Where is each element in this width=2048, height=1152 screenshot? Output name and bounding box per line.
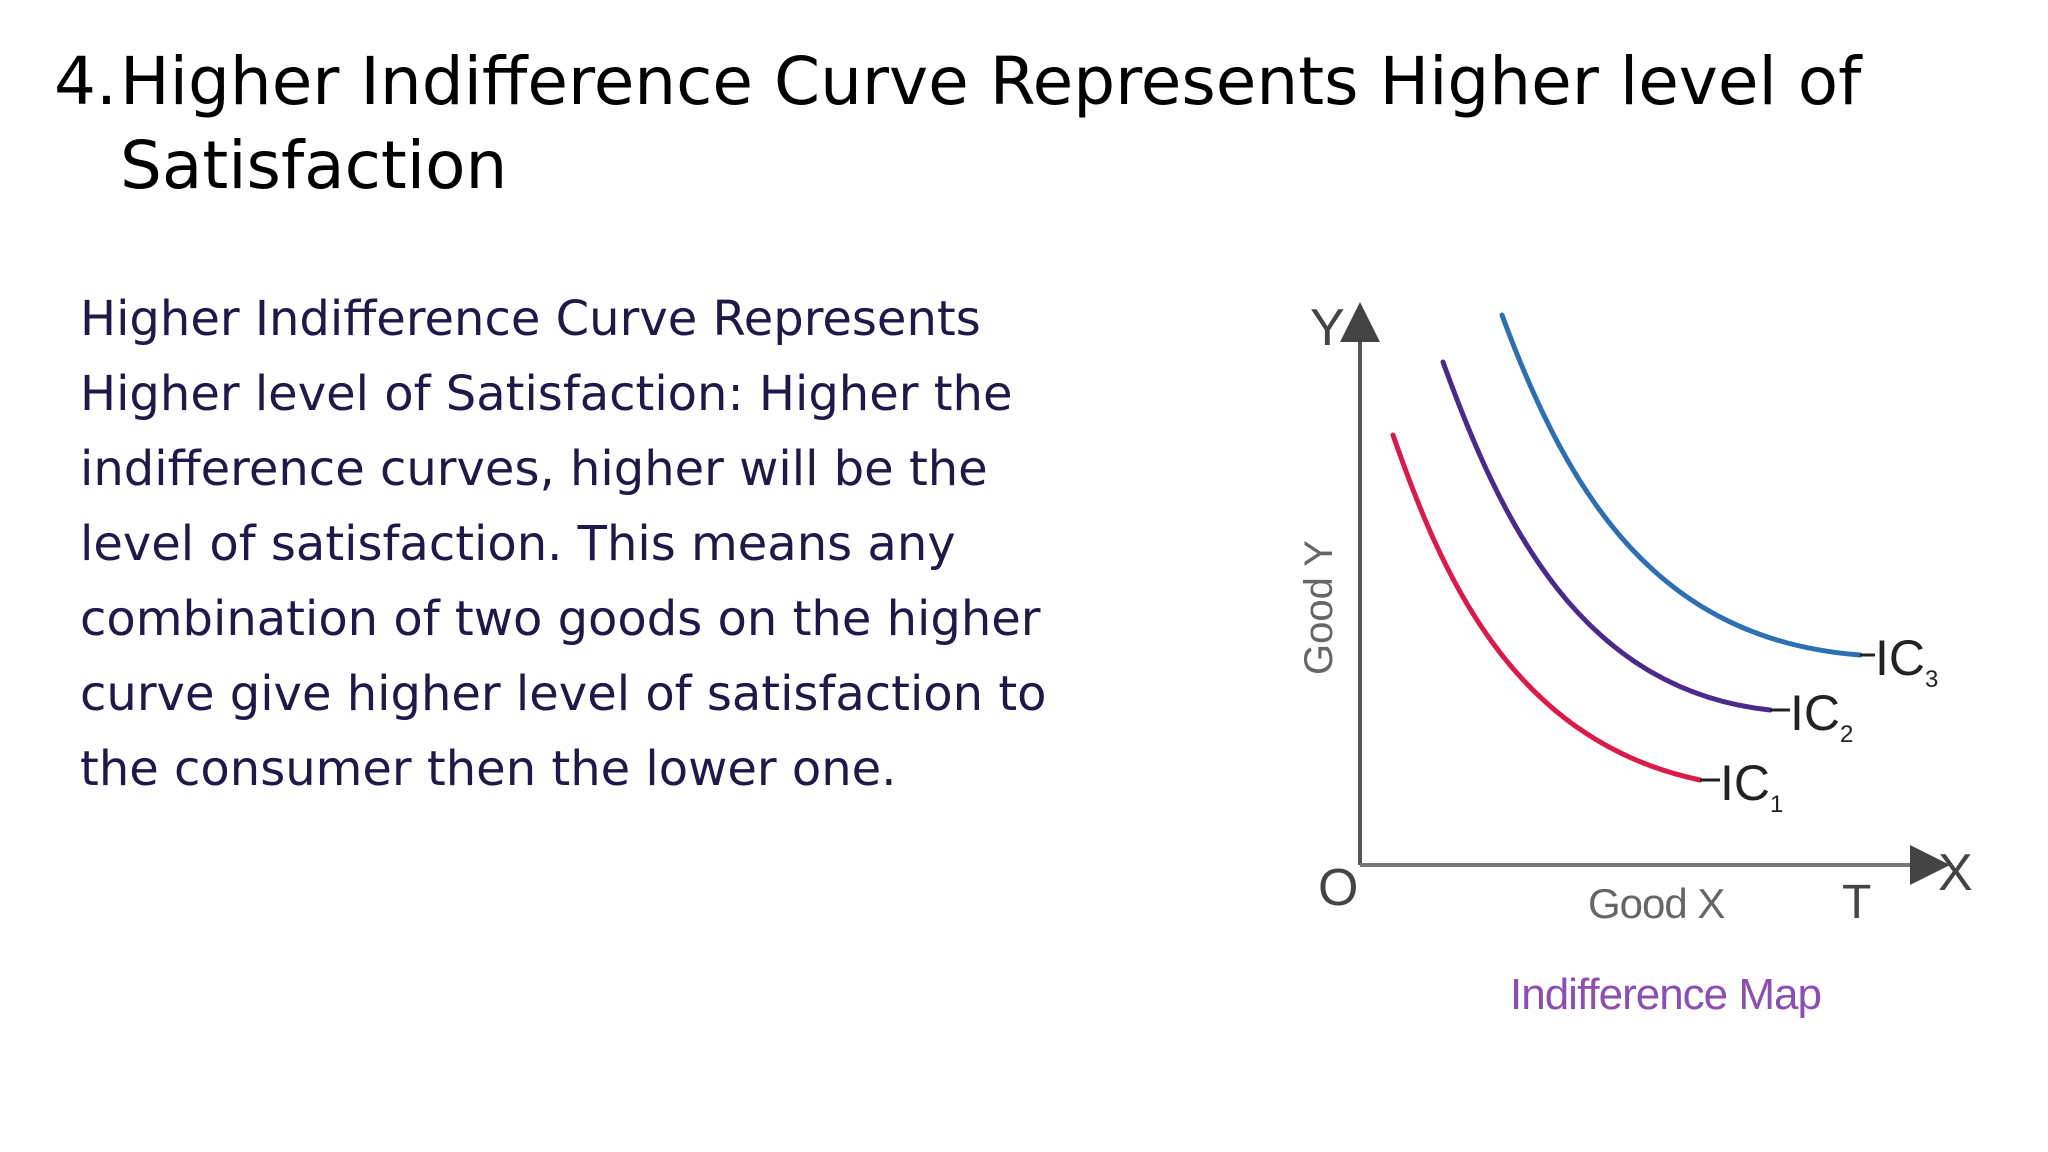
title-text-1: Higher Indifference Curve Represents Hig… bbox=[120, 43, 1862, 120]
t-label: T bbox=[1842, 876, 1871, 929]
ic1-label: IC1 bbox=[1720, 755, 1783, 818]
slide-title: 4.Higher Indifference Curve Represents H… bbox=[54, 40, 1974, 208]
ic3-label-subscript: 3 bbox=[1925, 666, 1938, 693]
body-line: indifference curves, higher will be the bbox=[80, 441, 988, 497]
y-axis-letter: Y bbox=[1310, 299, 1345, 357]
figure-caption: Indifference Map bbox=[1510, 970, 1822, 1019]
body-line: curve give higher level of satisfaction … bbox=[80, 666, 1047, 722]
ic2-label-subscript: 2 bbox=[1840, 721, 1853, 748]
title-number: 4. bbox=[54, 43, 117, 120]
ic1-label-main: IC bbox=[1720, 755, 1770, 811]
body-line: level of satisfaction. This means any bbox=[80, 516, 956, 572]
curve-ic1 bbox=[1390, 432, 1703, 783]
ic1-label-subscript: 1 bbox=[1770, 791, 1783, 818]
x-axis-title: Good X bbox=[1588, 880, 1725, 927]
title-line-2: Satisfaction bbox=[120, 127, 508, 204]
body-line: combination of two goods on the higher bbox=[80, 591, 1041, 647]
ic3-label: IC3 bbox=[1875, 630, 1938, 693]
body-line: the consumer then the lower one. bbox=[80, 741, 897, 797]
origin-label: O bbox=[1318, 859, 1358, 917]
body-line: Higher level of Satisfaction: Higher the bbox=[80, 366, 1013, 422]
curve-ic3 bbox=[1499, 312, 1863, 658]
ic3-label-main: IC bbox=[1875, 630, 1925, 686]
body-line: Higher Indifference Curve Represents bbox=[80, 291, 981, 347]
title-line-1: 4.Higher Indifference Curve Represents H… bbox=[54, 40, 1974, 124]
ic2-label-main: IC bbox=[1790, 685, 1840, 741]
indifference-map-diagram: IC1 IC2 IC3 Y X O T Good Y Good X bbox=[1297, 299, 1973, 929]
body-paragraph: Higher Indifference Curve Represents Hig… bbox=[80, 282, 1140, 807]
y-axis-title: Good Y bbox=[1297, 540, 1341, 675]
ic2-label: IC2 bbox=[1790, 685, 1853, 748]
x-axis-letter: X bbox=[1938, 844, 1973, 902]
curve-ic2 bbox=[1440, 359, 1773, 713]
indifference-map-figure: IC1 IC2 IC3 Y X O T Good Y Good X bbox=[1270, 270, 2040, 1050]
